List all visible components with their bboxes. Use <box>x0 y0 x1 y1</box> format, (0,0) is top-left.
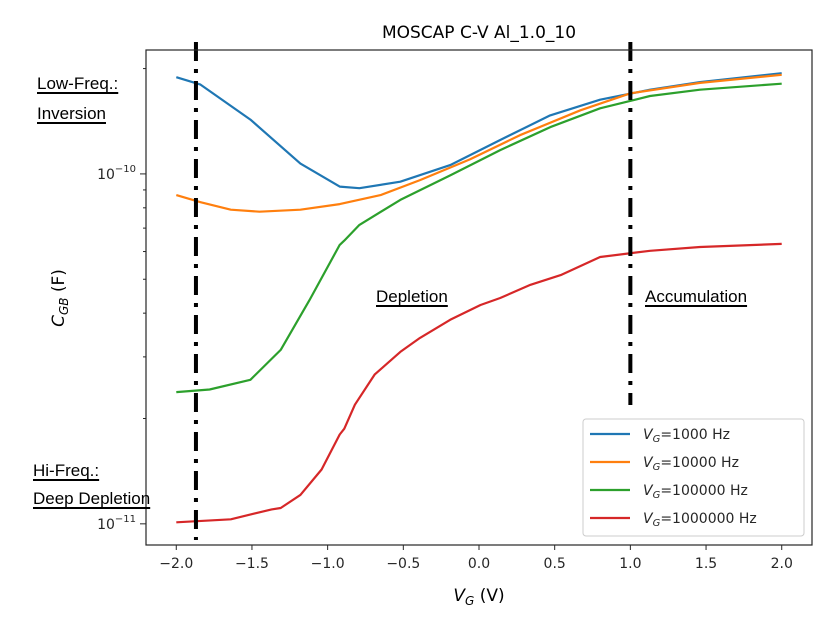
annotation-hi-freq: Hi-Freq.: <box>33 461 99 480</box>
x-tick-label: −1.0 <box>311 556 345 572</box>
annotation-depletion: Depletion <box>376 287 448 306</box>
y-axis-label: CGB (F) <box>49 269 71 327</box>
x-tick-label: 2.0 <box>771 556 793 572</box>
series-line-3 <box>176 82 782 394</box>
plot-area: −2.0 −1.5 −1.0 −0.5 0.0 0.5 1.0 1.5 2.0 10−11 10−1… <box>33 42 813 608</box>
legend-label: VG=1000000 Hz <box>643 511 757 529</box>
x-tick-label: 0.0 <box>468 556 490 572</box>
x-tick-label: 1.5 <box>695 556 717 572</box>
x-tick-label: 0.5 <box>544 556 566 572</box>
x-tick-label: −2.0 <box>159 556 193 572</box>
annotation-accumulation: Accumulation <box>645 287 747 306</box>
legend-box <box>582 418 805 537</box>
x-tick-label: −0.5 <box>386 556 420 572</box>
annotation-low-freq: Inversion <box>37 104 106 123</box>
y-tick-label: 10−10 <box>97 164 136 183</box>
legend-label: VG=1000 Hz <box>643 427 730 445</box>
annotation-hi-freq: Deep Depletion <box>33 489 150 508</box>
legend-label: VG=100000 Hz <box>643 483 748 501</box>
x-axis-label: VG (V) <box>453 586 504 608</box>
x-tick-label: −1.5 <box>235 556 269 572</box>
series-line-4 <box>176 242 782 524</box>
series-line-2 <box>175 73 782 213</box>
y-tick-label: 10−11 <box>97 514 136 533</box>
legend-label: VG=10000 Hz <box>643 455 739 473</box>
x-tick-label: 1.0 <box>619 556 641 572</box>
chart-title: MOSCAP C-V Al_1.0_10 <box>382 23 576 43</box>
annotation-low-freq: Low-Freq.: <box>37 74 118 93</box>
